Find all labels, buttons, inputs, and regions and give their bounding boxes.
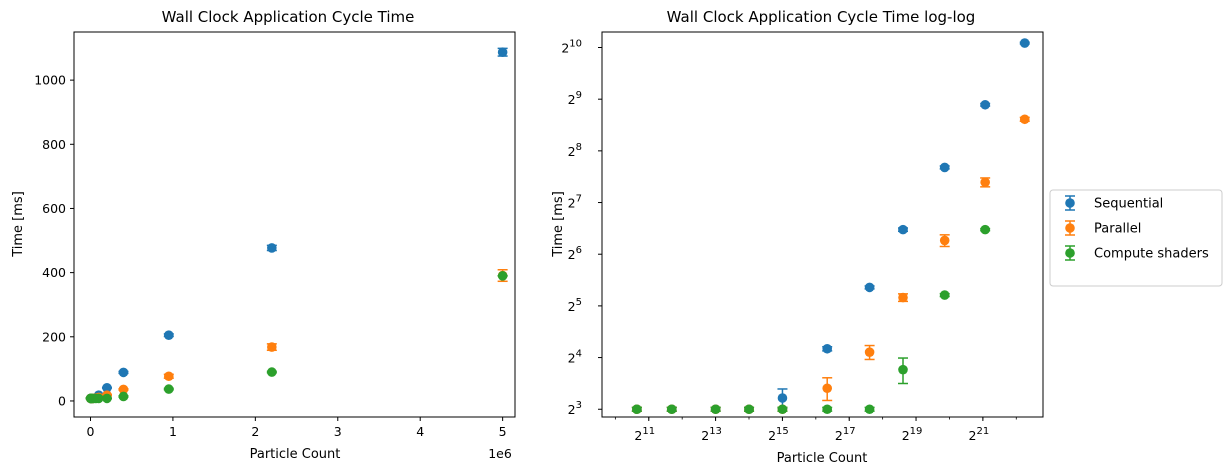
linear-parallel-point bbox=[267, 342, 277, 352]
legend-label: Compute shaders bbox=[1094, 247, 1209, 262]
loglog-compute-shaders-point bbox=[980, 224, 990, 235]
y-tick-label: 24 bbox=[568, 349, 582, 366]
series-parallel bbox=[631, 114, 1030, 415]
series-sequential bbox=[631, 38, 1030, 415]
y-tick-label: 1000 bbox=[34, 73, 66, 88]
y-tick-label: 23 bbox=[568, 400, 582, 417]
series-compute-shaders bbox=[631, 224, 991, 415]
x-tick-label: 217 bbox=[835, 426, 856, 443]
x-tick-label: 0 bbox=[87, 424, 95, 439]
legend-box bbox=[1049, 189, 1223, 287]
loglog-parallel-point bbox=[822, 383, 833, 394]
legend-marker bbox=[1065, 223, 1075, 233]
x-tick-label: 5 bbox=[499, 424, 507, 439]
linear-compute-shaders-point bbox=[118, 391, 129, 402]
legend-label: Parallel bbox=[1094, 222, 1141, 237]
y-tick-label: 27 bbox=[568, 194, 582, 211]
y-tick-label: 400 bbox=[42, 265, 66, 280]
loglog-sequential-point bbox=[939, 162, 950, 173]
y-tick-label: 800 bbox=[42, 137, 66, 152]
loglog-compute-shaders-point bbox=[939, 290, 950, 300]
loglog-compute-shaders-point bbox=[666, 404, 677, 415]
x-tick-label: 3 bbox=[334, 424, 342, 439]
loglog-compute-shaders-point bbox=[710, 404, 721, 415]
linear-chart-title: Wall Clock Application Cycle Time bbox=[162, 8, 415, 26]
loglog-compute-shaders-point bbox=[898, 364, 908, 375]
y-tick-label: 0 bbox=[58, 393, 66, 408]
linear-chart-x-offset: 1e6 bbox=[488, 446, 512, 461]
x-tick-label: 215 bbox=[768, 426, 789, 443]
linear-chart-ylabel: Time [ms] bbox=[11, 191, 26, 258]
legend-items: Sequential Parallel Compute shaders bbox=[1065, 195, 1209, 262]
loglog-parallel-point bbox=[864, 347, 875, 357]
linear-compute-shaders-point bbox=[267, 367, 277, 377]
x-tick-label: 221 bbox=[969, 426, 990, 443]
linear-sequential-point bbox=[118, 367, 129, 378]
linear-compute-shaders-point bbox=[102, 393, 112, 404]
x-tick-label: 2 bbox=[251, 424, 259, 439]
y-tick-label: 28 bbox=[568, 142, 582, 159]
loglog-sequential-point bbox=[898, 224, 908, 235]
loglog-sequential-point bbox=[980, 99, 990, 110]
y-tick-label: 200 bbox=[42, 329, 66, 344]
series-sequential bbox=[85, 47, 508, 404]
linear-chart-marks bbox=[85, 47, 508, 404]
linear-sequential-point bbox=[102, 383, 112, 393]
series-compute-shaders bbox=[85, 271, 508, 404]
y-tick-label: 600 bbox=[42, 201, 66, 216]
loglog-chart-axes-frame bbox=[601, 31, 1044, 418]
linear-compute-shaders-point bbox=[93, 393, 104, 404]
linear-sequential-point bbox=[267, 243, 277, 253]
x-tick-label: 1 bbox=[169, 424, 177, 439]
linear-parallel-point bbox=[163, 371, 174, 382]
loglog-parallel-point bbox=[898, 292, 908, 303]
x-tick-label: 4 bbox=[416, 424, 424, 439]
loglog-chart-marks bbox=[631, 38, 1030, 415]
linear-chart-xlabel: Particle Count bbox=[250, 447, 341, 462]
linear-chart: Wall Clock Application Cycle Time 0 1 2 3 4 5… bbox=[11, 8, 516, 462]
loglog-sequential-point bbox=[777, 393, 788, 403]
loglog-compute-shaders-point bbox=[864, 404, 875, 415]
loglog-sequential-point bbox=[1019, 38, 1030, 48]
loglog-parallel-point bbox=[980, 177, 990, 188]
loglog-parallel-point bbox=[939, 235, 950, 246]
loglog-chart-title: Wall Clock Application Cycle Time log-lo… bbox=[667, 8, 976, 26]
loglog-compute-shaders-point bbox=[822, 404, 833, 415]
loglog-chart: Wall Clock Application Cycle Time log-lo… bbox=[551, 8, 1044, 466]
x-tick-label: 213 bbox=[701, 426, 722, 443]
loglog-chart-xlabel: Particle Count bbox=[777, 451, 868, 466]
linear-chart-ticks: 0 1 2 3 4 5 0 200 400 600 800 1000 bbox=[34, 73, 506, 439]
legend-marker bbox=[1065, 248, 1075, 258]
y-tick-label: 25 bbox=[568, 297, 582, 314]
linear-parallel-point bbox=[118, 384, 129, 395]
legend-item-sequential: Sequential bbox=[1065, 195, 1163, 212]
loglog-sequential-point bbox=[864, 282, 875, 293]
linear-compute-shaders-point bbox=[497, 271, 508, 281]
y-tick-label: 26 bbox=[568, 245, 582, 262]
loglog-compute-shaders-point bbox=[777, 404, 788, 415]
loglog-sequential-point bbox=[822, 343, 833, 354]
linear-compute-shaders-point bbox=[163, 384, 174, 394]
series-parallel bbox=[85, 268, 508, 404]
y-tick-label: 210 bbox=[561, 39, 582, 56]
linear-chart-axes-frame bbox=[73, 31, 516, 418]
legend: Sequential Parallel Compute shaders bbox=[1049, 189, 1223, 287]
legend-item-parallel: Parallel bbox=[1065, 220, 1141, 237]
linear-sequential-point bbox=[497, 47, 508, 58]
loglog-chart-ticks: 211 213 215 217 219 221 23 24 25 26 27 28 29 210 bbox=[561, 39, 1017, 443]
y-tick-label: 29 bbox=[568, 90, 582, 107]
loglog-parallel-point bbox=[1019, 114, 1030, 125]
legend-item-compute-shaders: Compute shaders bbox=[1065, 245, 1209, 262]
loglog-chart-ylabel: Time [ms] bbox=[551, 191, 566, 258]
legend-label: Sequential bbox=[1094, 197, 1163, 212]
loglog-compute-shaders-point bbox=[744, 404, 754, 415]
legend-marker bbox=[1065, 198, 1075, 208]
x-tick-label: 219 bbox=[902, 426, 923, 443]
x-tick-label: 211 bbox=[634, 426, 655, 443]
linear-sequential-point bbox=[163, 330, 174, 340]
loglog-compute-shaders-point bbox=[632, 404, 642, 415]
